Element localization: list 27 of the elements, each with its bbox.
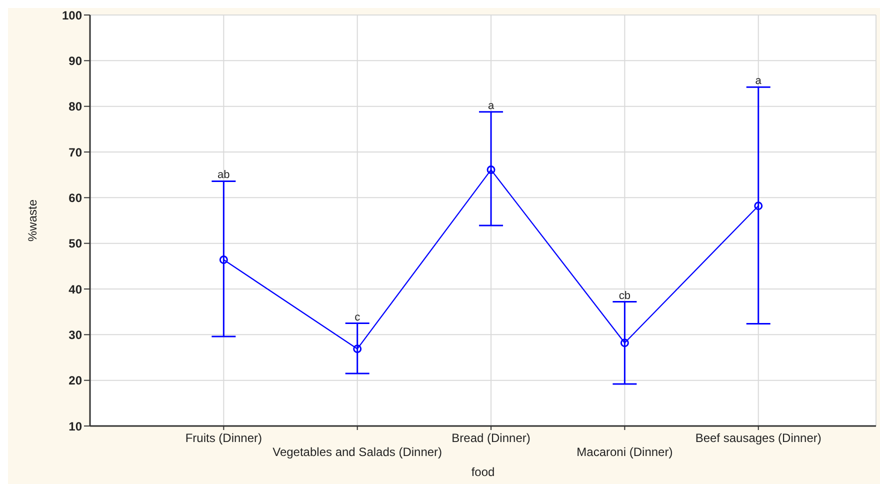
annotation: a	[488, 100, 495, 112]
y-tick-label: 80	[68, 100, 82, 114]
y-tick-label: 40	[68, 282, 82, 296]
y-tick-label: 20	[68, 374, 82, 388]
annotation: c	[354, 311, 361, 324]
point	[620, 338, 629, 348]
point	[219, 256, 228, 264]
x-tick-label: Bread (Dinner)	[452, 431, 530, 445]
y-tick-label: 90	[68, 54, 82, 68]
annotation: cb	[618, 290, 631, 302]
x-axis-title: food	[471, 465, 495, 479]
point	[486, 166, 496, 174]
x-tick-label: Fruits (Dinner)	[185, 431, 262, 445]
x-tick-label: Vegetables and Salads (Dinner)	[272, 445, 442, 459]
point	[353, 344, 362, 354]
y-tick-label: 50	[68, 236, 82, 251]
y-tick-label: 100	[62, 8, 82, 22]
y-axis-title: %waste	[25, 199, 40, 242]
x-tick-label: Macaroni (Dinner)	[576, 445, 673, 459]
y-tick-label: 60	[68, 190, 82, 205]
annotation: a	[755, 75, 762, 88]
annotation: ab	[218, 169, 230, 182]
x-tick-label: Beef sausages (Dinner)	[695, 431, 822, 445]
y-tick-label: 10	[68, 419, 82, 434]
y-tick-label: 70	[68, 145, 82, 160]
point	[754, 202, 763, 210]
y-tick-label: 30	[68, 328, 82, 342]
